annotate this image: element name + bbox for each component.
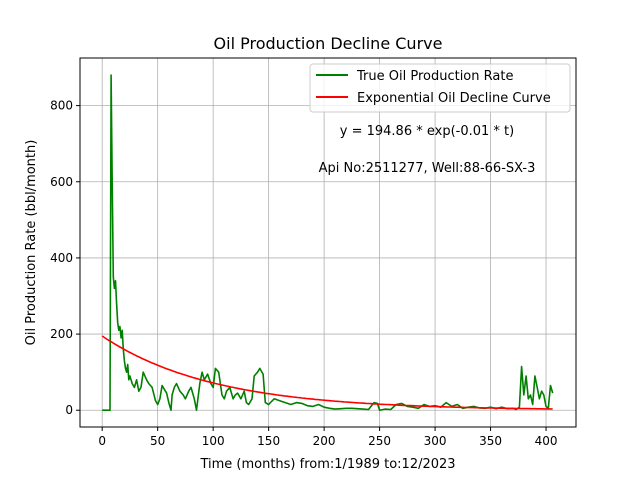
x-tick-label: 50 xyxy=(150,434,165,448)
axes-frame xyxy=(79,57,577,428)
x-tick-label: 0 xyxy=(98,434,106,448)
y-axis-label: Oil Production Rate (bbl/month) xyxy=(24,140,39,346)
well-annotation: Api No:2511277, Well:88-66-SX-3 xyxy=(319,161,536,176)
plot-series xyxy=(101,74,554,411)
x-tick-label: 300 xyxy=(424,434,447,448)
x-tick-label: 400 xyxy=(535,434,558,448)
legend-box xyxy=(309,63,571,113)
y-tick-label: 0 xyxy=(65,403,73,417)
legend: True Oil Production Rate Exponential Oil… xyxy=(309,63,571,113)
legend-label-decline-curve: Exponential Oil Decline Curve xyxy=(357,91,551,106)
grid xyxy=(80,58,576,427)
x-tick-label: 150 xyxy=(257,434,280,448)
x-tick-label: 100 xyxy=(202,434,225,448)
legend-label-true-rate: True Oil Production Rate xyxy=(356,69,513,84)
axis-ticks: 0 50 100 150 200 250 300 350 400 0 200 400 600 800 xyxy=(50,99,557,448)
y-tick-label: 600 xyxy=(50,175,73,189)
x-tick-label: 350 xyxy=(479,434,502,448)
y-tick-label: 200 xyxy=(50,327,73,341)
x-tick-label: 200 xyxy=(313,434,336,448)
x-tick-label: 250 xyxy=(368,434,391,448)
y-tick-label: 800 xyxy=(50,99,73,113)
x-axis-label: Time (months) from:1/1989 to:12/2023 xyxy=(199,457,455,472)
chart-title: Oil Production Decline Curve xyxy=(214,34,443,53)
equation-annotation: y = 194.86 * exp(-0.01 * t) xyxy=(340,124,514,139)
series-line-decline-curve xyxy=(101,335,553,410)
y-tick-label: 400 xyxy=(50,251,73,265)
